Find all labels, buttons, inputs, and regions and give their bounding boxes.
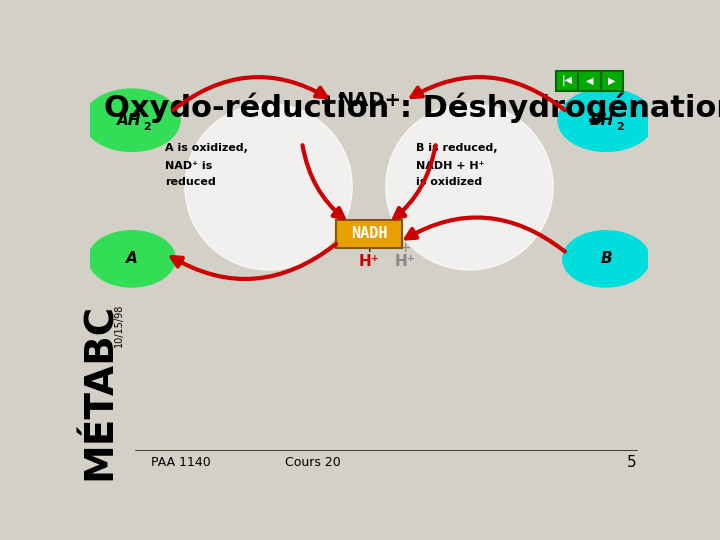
Text: NADH: NADH: [351, 226, 387, 241]
FancyArrowPatch shape: [302, 145, 343, 218]
Text: NAD+: NAD+: [337, 91, 401, 110]
Ellipse shape: [559, 90, 654, 151]
Text: A: A: [126, 251, 138, 266]
FancyBboxPatch shape: [600, 71, 623, 91]
Text: B: B: [600, 251, 612, 266]
Text: PAA 1140: PAA 1140: [151, 456, 211, 469]
Text: NADH + H⁺: NADH + H⁺: [416, 161, 485, 171]
Text: BH: BH: [590, 113, 614, 128]
Text: NAD⁺ is: NAD⁺ is: [166, 161, 212, 171]
Text: Oxydo-réduction : Déshydrogénation: Oxydo-réduction : Déshydrogénation: [104, 92, 720, 123]
Text: 10/15/98: 10/15/98: [114, 303, 124, 347]
Circle shape: [185, 104, 352, 270]
FancyArrowPatch shape: [395, 145, 436, 218]
Text: MÉTABC: MÉTABC: [81, 303, 119, 481]
FancyArrowPatch shape: [173, 77, 326, 110]
Ellipse shape: [564, 232, 649, 286]
Text: +: +: [363, 241, 375, 255]
Text: 2: 2: [143, 122, 151, 132]
Text: 2: 2: [616, 122, 624, 132]
Text: |◀: |◀: [562, 76, 572, 86]
FancyArrowPatch shape: [171, 244, 336, 279]
Ellipse shape: [84, 90, 179, 151]
Text: H⁺: H⁺: [395, 254, 415, 269]
Text: AH: AH: [117, 113, 141, 128]
Text: reduced: reduced: [166, 177, 216, 187]
Ellipse shape: [89, 232, 174, 286]
FancyBboxPatch shape: [336, 220, 402, 248]
Text: H⁺: H⁺: [359, 254, 379, 269]
Text: ◀: ◀: [585, 76, 593, 86]
Text: ▶: ▶: [608, 76, 616, 86]
Text: B is reduced,: B is reduced,: [416, 143, 498, 153]
Text: +: +: [400, 241, 411, 255]
Text: 5: 5: [626, 455, 636, 470]
FancyArrowPatch shape: [406, 218, 565, 252]
FancyArrowPatch shape: [412, 77, 565, 110]
FancyBboxPatch shape: [556, 71, 578, 91]
Text: Cours 20: Cours 20: [285, 456, 341, 469]
FancyBboxPatch shape: [578, 71, 600, 91]
Text: is oxidized: is oxidized: [416, 177, 482, 187]
Circle shape: [386, 104, 553, 270]
Text: A is oxidized,: A is oxidized,: [166, 143, 248, 153]
